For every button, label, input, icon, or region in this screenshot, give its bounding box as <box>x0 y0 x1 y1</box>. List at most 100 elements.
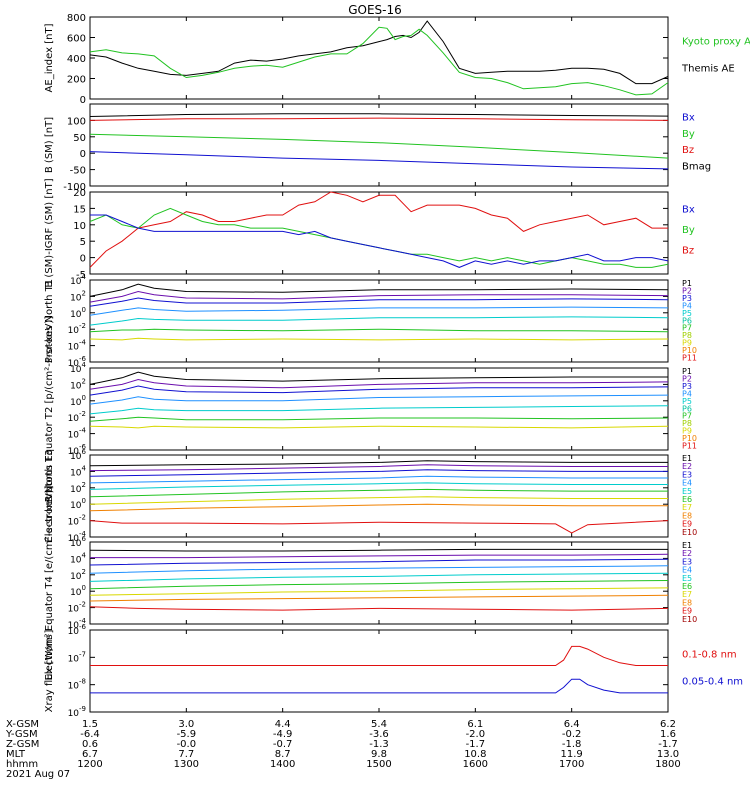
ephemeris-row-label: hhmm <box>6 759 38 770</box>
series-line-e4 <box>89 475 668 484</box>
legend-entry-e7: E7 <box>682 503 692 512</box>
legend-entry-e6: E6 <box>682 582 692 591</box>
legend-entry-e10: E10 <box>682 615 697 624</box>
series-line-0-05-0-4-nm <box>90 678 668 694</box>
legend-entry-e4: E4 <box>682 566 692 575</box>
y-tick-label: 10-6 <box>68 623 87 637</box>
legend-entry-by: By <box>682 225 695 236</box>
legend-entry-e7: E7 <box>682 590 692 599</box>
ephemeris-value: -3.6 <box>369 729 389 740</box>
ephemeris-value: -1.8 <box>562 739 582 750</box>
series-line-e5 <box>89 572 669 582</box>
y-tick-label: 10-2 <box>68 514 86 528</box>
y-tick-label: 10-4 <box>68 617 87 631</box>
legend-entry-p1: P1 <box>682 367 692 376</box>
y-tick-label: 102 <box>70 289 86 303</box>
series-line-bmag <box>89 113 669 117</box>
ephemeris-value: -0.0 <box>177 739 197 750</box>
y-tick-label: 600 <box>67 34 86 45</box>
series-line-e9 <box>89 520 669 534</box>
ephemeris-value: 1700 <box>559 759 584 770</box>
y-tick-label: -100 <box>63 182 86 193</box>
ephemeris-value: 1600 <box>463 759 488 770</box>
y-tick-label: 10-2 <box>68 410 86 424</box>
ephemeris-value: 1.6 <box>660 729 676 740</box>
legend-entry-p8: P8 <box>682 419 692 428</box>
legend-entry-p5: P5 <box>682 397 692 406</box>
legend-entry-p4: P4 <box>682 389 692 398</box>
legend-entry-p1: P1 <box>682 279 692 288</box>
y-tick-label: 0 <box>80 149 86 160</box>
panel-frame <box>89 191 669 275</box>
series-line-e6 <box>89 488 668 498</box>
y-tick-label: 104 <box>70 273 86 287</box>
y-tick-label: 10-4 <box>68 339 87 353</box>
ephemeris-row-label: Z-GSM <box>6 739 39 750</box>
y-tick-label: 106 <box>70 535 86 549</box>
ephemeris-value: -0.7 <box>273 739 293 750</box>
legend-entry-e1: E1 <box>682 541 692 550</box>
series-line-by <box>89 133 669 159</box>
y-tick-label: 10-7 <box>68 650 86 664</box>
y-axis-label: B (SM)-IGRF (SM) [nT] <box>44 178 55 287</box>
legend-entry-e3: E3 <box>682 470 692 479</box>
y-tick-label: 102 <box>70 377 86 391</box>
series-line-e2 <box>89 464 668 472</box>
series-line-bz <box>89 191 668 268</box>
series-line-p9 <box>89 337 669 341</box>
panel-pe: 104 102 100 10-2 10-4 10-6 Protons Equator T2 … <box>44 316 697 503</box>
y-tick-label: 400 <box>67 54 86 65</box>
panel-ae: 0 200 400 600 800 AE_index [nT] Kyoto proxy AE… <box>44 13 750 106</box>
series-line-p5 <box>89 405 669 415</box>
panel-frame <box>89 629 669 713</box>
ephemeris-row-label: Y-GSM <box>5 729 38 740</box>
ephemeris-value: 7.7 <box>178 749 194 760</box>
y-axis-label: B (SM) [nT] <box>44 117 55 173</box>
ephemeris-value: -1.7 <box>466 739 486 750</box>
y-tick-label: 200 <box>67 75 86 86</box>
legend-entry-e2: E2 <box>682 549 692 558</box>
panel-xray: 10-6 10-7 10-8 10-9 Xray flux [W/m²] 0.1-0.8 … <box>44 623 743 719</box>
legend-entry-p9: P9 <box>682 427 692 436</box>
y-tick-label: 20 <box>73 188 86 199</box>
legend-entry-p4: P4 <box>682 301 692 310</box>
legend-entry-e5: E5 <box>682 574 692 583</box>
panel-bsm: -100 -50 0 50 100 B (SM) [nT] Bx By Bz Bmag <box>44 103 711 193</box>
legend-entry-p9: P9 <box>682 339 692 348</box>
ephemeris-value: 6.4 <box>564 719 580 730</box>
y-axis-label: Protons North T1 <box>44 279 55 363</box>
y-tick-label: 10-4 <box>68 530 87 544</box>
y-tick-label: 104 <box>70 551 86 565</box>
y-axis-label: Electrons Equator T4 [e/(cm²-s-sr-keV)] <box>44 485 55 680</box>
y-tick-label: 10-9 <box>68 705 86 719</box>
series-line-e7 <box>89 496 668 505</box>
ephemeris-value: 10.8 <box>464 749 486 760</box>
y-tick-label: -50 <box>70 166 86 177</box>
y-tick-label: 10-4 <box>68 427 87 441</box>
ephemeris-value: 8.7 <box>275 749 291 760</box>
y-tick-label: 100 <box>67 116 86 127</box>
legend-entry-p8: P8 <box>682 331 692 340</box>
series-line-p4 <box>89 394 669 405</box>
series-line-e6 <box>89 580 669 590</box>
y-axis-label: Xray flux [W/m²] <box>44 630 55 713</box>
ephemeris-value: 6.7 <box>82 749 98 760</box>
series-line-p7 <box>89 328 669 333</box>
panel-frame <box>89 541 669 625</box>
legend-entry-p11: P11 <box>682 354 697 363</box>
series-line-bx <box>90 214 669 268</box>
y-tick-label: 50 <box>73 133 86 144</box>
series-line-p9 <box>89 425 669 429</box>
series-line-e8 <box>89 503 668 512</box>
panel-frame <box>89 279 669 363</box>
legend-entry-bz: Bz <box>682 246 694 257</box>
ephemeris-value: 1400 <box>270 759 295 770</box>
y-tick-label: 0 <box>80 254 86 265</box>
ephemeris-value: -4.9 <box>273 729 293 740</box>
y-tick-label: 0 <box>80 95 86 106</box>
legend-entry-e8: E8 <box>682 511 692 520</box>
series-line-e8 <box>89 594 669 602</box>
legend-entry-e5: E5 <box>682 487 692 496</box>
ephemeris-value: 3.0 <box>178 719 194 730</box>
